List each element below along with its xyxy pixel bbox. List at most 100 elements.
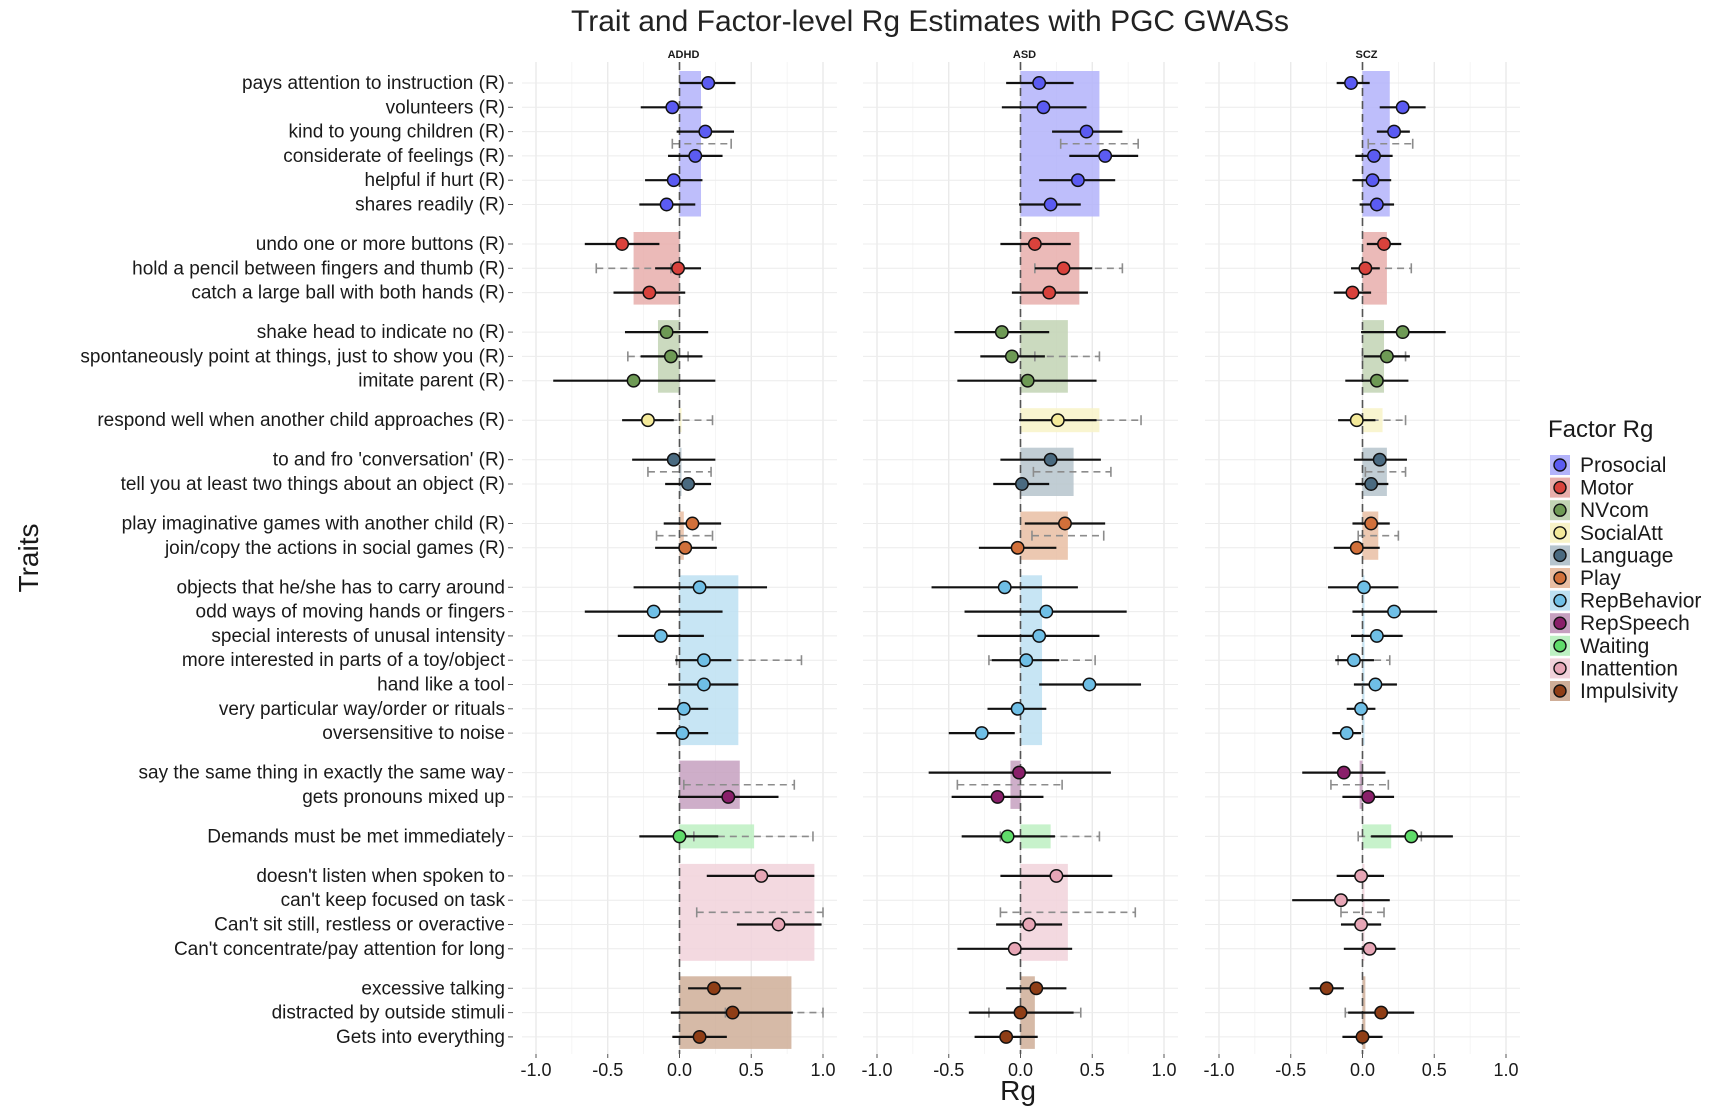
trait-point bbox=[1364, 477, 1379, 491]
legend-label: Impulsivity bbox=[1580, 680, 1679, 703]
trait-point bbox=[1022, 917, 1037, 932]
trait-label: considerate of feelings (R) bbox=[283, 146, 505, 167]
trait-point bbox=[671, 261, 686, 276]
x-tick-label: -0.5 bbox=[592, 1060, 623, 1080]
trait-point bbox=[974, 726, 989, 741]
trait-point bbox=[1346, 653, 1361, 668]
trait-label: Demands must be met immediately bbox=[207, 826, 505, 847]
trait-point bbox=[1319, 981, 1334, 996]
trait-point bbox=[754, 868, 769, 883]
trait-point bbox=[1372, 452, 1387, 467]
trait-point bbox=[1349, 540, 1364, 555]
trait-label: Can't concentrate/pay attention for long bbox=[174, 939, 505, 960]
legend-marker bbox=[1553, 480, 1567, 495]
trait-point bbox=[642, 285, 657, 300]
trait-label: gets pronouns mixed up bbox=[302, 787, 505, 808]
x-tick-label: 1.0 bbox=[810, 1060, 835, 1080]
legend-marker bbox=[1553, 593, 1567, 608]
trait-point bbox=[666, 452, 681, 467]
panel-strip-label: ASD bbox=[1013, 49, 1036, 61]
trait-point bbox=[999, 1029, 1014, 1044]
legend-label: Prosocial bbox=[1580, 454, 1666, 477]
trait-point bbox=[1354, 868, 1369, 883]
trait-label: more interested in parts of a toy/object bbox=[182, 650, 506, 671]
x-tick-label: -0.5 bbox=[1275, 1060, 1306, 1080]
trait-point bbox=[1336, 765, 1351, 780]
trait-point bbox=[675, 726, 690, 741]
legend-item-motor: Motor bbox=[1550, 477, 1634, 500]
factor-band-socialatt bbox=[679, 408, 682, 433]
trait-point bbox=[1377, 237, 1391, 251]
trait-label: oversensitive to noise bbox=[322, 723, 505, 744]
trait-point bbox=[666, 173, 681, 188]
legend-item-inattention: Inattention bbox=[1550, 657, 1678, 680]
trait-label: very particular way/order or rituals bbox=[219, 699, 505, 720]
trait-label: imitate parent (R) bbox=[358, 371, 505, 392]
trait-label: hold a pencil between fingers and thumb … bbox=[132, 258, 505, 279]
x-tick-label: 0.0 bbox=[667, 1060, 692, 1080]
trait-label: kind to young children (R) bbox=[289, 122, 506, 143]
trait-point bbox=[1379, 349, 1394, 364]
legend-marker bbox=[1553, 639, 1567, 653]
trait-point bbox=[1387, 604, 1402, 619]
legend-item-language: Language bbox=[1550, 544, 1673, 567]
legend-marker bbox=[1553, 661, 1567, 676]
trait-point bbox=[1354, 701, 1369, 716]
legend-label: Play bbox=[1580, 567, 1621, 590]
trait-label: can't keep focused on task bbox=[281, 890, 506, 911]
trait-label: Can't sit still, restless or overactive bbox=[214, 915, 505, 936]
trait-label: odd ways of moving hands or fingers bbox=[196, 602, 505, 623]
trait-point bbox=[1056, 261, 1071, 276]
trait-point bbox=[653, 628, 668, 643]
trait-point bbox=[681, 477, 696, 491]
trait-point bbox=[1349, 413, 1364, 428]
trait-point bbox=[706, 981, 721, 996]
trait-label: undo one or more buttons (R) bbox=[256, 234, 505, 255]
legend-label: Language bbox=[1580, 544, 1673, 567]
trait-point bbox=[1345, 285, 1360, 300]
trait-point bbox=[1374, 1005, 1389, 1020]
trait-point bbox=[990, 789, 1005, 804]
trait-point bbox=[1358, 261, 1373, 276]
trait-point bbox=[1387, 124, 1402, 139]
trait-label: hand like a tool bbox=[377, 675, 505, 696]
trait-point bbox=[1356, 580, 1371, 595]
legend-item-waiting: Waiting bbox=[1550, 635, 1649, 658]
trait-point bbox=[1058, 516, 1072, 531]
legend-label: Inattention bbox=[1580, 657, 1678, 680]
trait-point bbox=[1036, 100, 1051, 115]
legend-marker bbox=[1553, 571, 1567, 585]
trait-point bbox=[1019, 653, 1034, 668]
legend-label: NVcom bbox=[1580, 499, 1649, 522]
trait-point bbox=[696, 677, 711, 692]
x-tick-label: -0.5 bbox=[933, 1060, 964, 1080]
trait-point bbox=[1355, 1029, 1370, 1044]
trait-point bbox=[1395, 325, 1410, 340]
legend-label: SocialAtt bbox=[1580, 522, 1663, 545]
factor-band-language bbox=[679, 447, 682, 496]
factor-band-inattention bbox=[1362, 863, 1365, 961]
trait-point bbox=[1082, 677, 1097, 692]
x-tick-label: -1.0 bbox=[1203, 1060, 1234, 1080]
trait-label: distracted by outside stimuli bbox=[272, 1003, 505, 1024]
trait-label: special interests of unusal intensity bbox=[211, 626, 505, 647]
legend-title: Factor Rg bbox=[1548, 416, 1653, 443]
x-tick-label: 0.0 bbox=[1008, 1060, 1033, 1080]
trait-point bbox=[678, 540, 693, 555]
trait-point bbox=[1027, 237, 1042, 251]
x-tick-label: 1.0 bbox=[1151, 1060, 1176, 1080]
trait-point bbox=[692, 580, 707, 595]
trait-label: tell you at least two things about an ob… bbox=[121, 474, 505, 495]
trait-label: excessive talking bbox=[361, 978, 505, 999]
trait-point bbox=[685, 516, 700, 531]
trait-point bbox=[1404, 829, 1419, 844]
trait-label: pays attention to instruction (R) bbox=[242, 73, 505, 94]
chart-title: Trait and Factor-level Rg Estimates with… bbox=[571, 5, 1289, 38]
y-axis-title: Traits bbox=[13, 524, 44, 593]
trait-labels-layer: pays attention to instruction (R) volunte… bbox=[80, 73, 513, 1048]
trait-point bbox=[1362, 941, 1377, 956]
x-tick-label: 0.5 bbox=[1080, 1060, 1105, 1080]
trait-point bbox=[1361, 789, 1376, 804]
panel-scz: SCZ -1.0 -0.5 0.0 0.5 1.0 bbox=[1203, 49, 1520, 1080]
